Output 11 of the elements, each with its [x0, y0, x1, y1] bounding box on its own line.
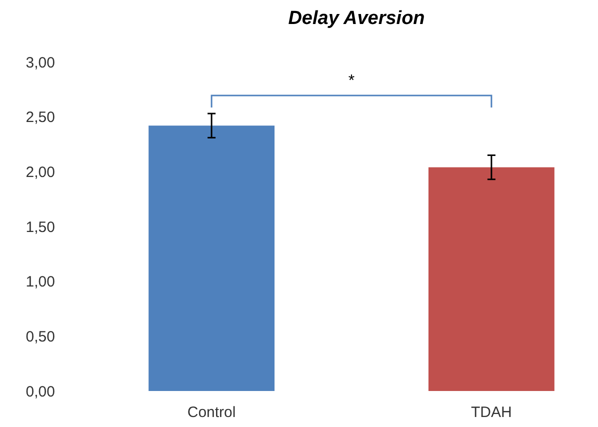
y-tick-label: 2,50 [26, 109, 55, 126]
y-tick-label: 0,00 [26, 383, 55, 400]
chart-title: Delay Aversion [288, 8, 425, 29]
y-tick-label: 3,00 [26, 54, 55, 72]
y-tick-label: 0,50 [26, 328, 55, 346]
y-tick-label: 1,50 [26, 218, 55, 236]
y-tick-label: 1,00 [26, 274, 55, 291]
annotation: * [348, 72, 355, 90]
x-tick-label: TDAH [471, 404, 512, 421]
x-tick-label: Control [187, 404, 236, 421]
y-tick-label: 2,00 [26, 164, 55, 181]
